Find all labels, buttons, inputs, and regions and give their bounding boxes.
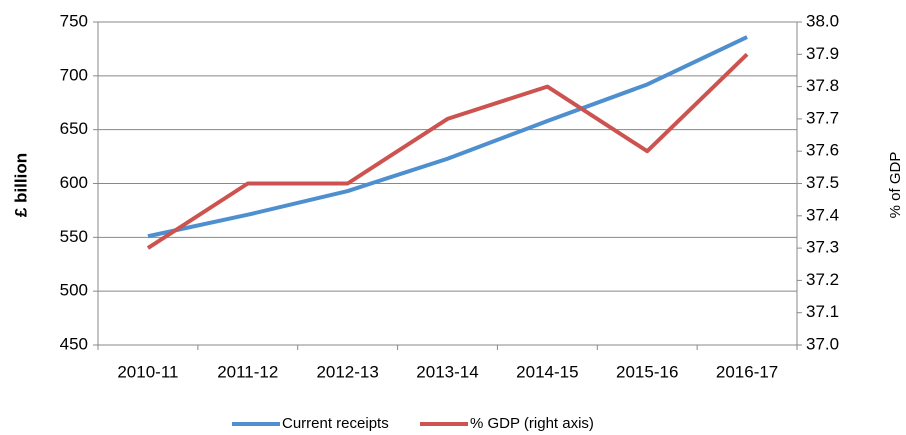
y2-tick-label: 37.2: [806, 270, 839, 289]
x-tick-label: 2010-11: [117, 362, 178, 381]
series-line: [147, 35, 748, 239]
y-tick-label: 450: [60, 334, 88, 353]
y2-tick-label: 37.8: [806, 76, 839, 95]
x-tick-label: 2015-16: [616, 362, 678, 381]
x-tick-label: 2012-13: [316, 362, 378, 381]
y-tick-label: 650: [60, 119, 88, 138]
x-tick-label: 2013-14: [416, 362, 478, 381]
y-tick-label: 500: [60, 281, 88, 300]
y2-tick-label: 37.6: [806, 141, 839, 160]
y2-tick-label: 37.5: [806, 173, 839, 192]
x-tick-label: 2016-17: [716, 362, 778, 381]
y2-tick-label: 37.1: [806, 302, 839, 321]
legend-label: Current receipts: [282, 415, 389, 432]
y2-axis-label: % of GDP: [887, 152, 904, 219]
y2-tick-label: 37.9: [806, 44, 839, 63]
x-tick-label: 2011-12: [217, 362, 278, 381]
y2-tick-label: 37.0: [806, 334, 839, 353]
y2-tick-label: 38.0: [806, 11, 839, 30]
series-line: [146, 52, 749, 250]
y2-tick-label: 37.4: [806, 205, 839, 224]
y2-tick-label: 37.3: [806, 238, 839, 257]
legend-label: % GDP (right axis): [470, 415, 594, 432]
y-tick-label: 700: [60, 65, 88, 84]
x-tick-label: 2014-15: [516, 362, 578, 381]
y-tick-label: 600: [60, 173, 88, 192]
y2-tick-label: 37.7: [806, 108, 839, 127]
y-tick-label: 550: [60, 227, 88, 246]
y-tick-label: 750: [60, 11, 88, 30]
y-axis-label: £ billion: [11, 153, 30, 217]
